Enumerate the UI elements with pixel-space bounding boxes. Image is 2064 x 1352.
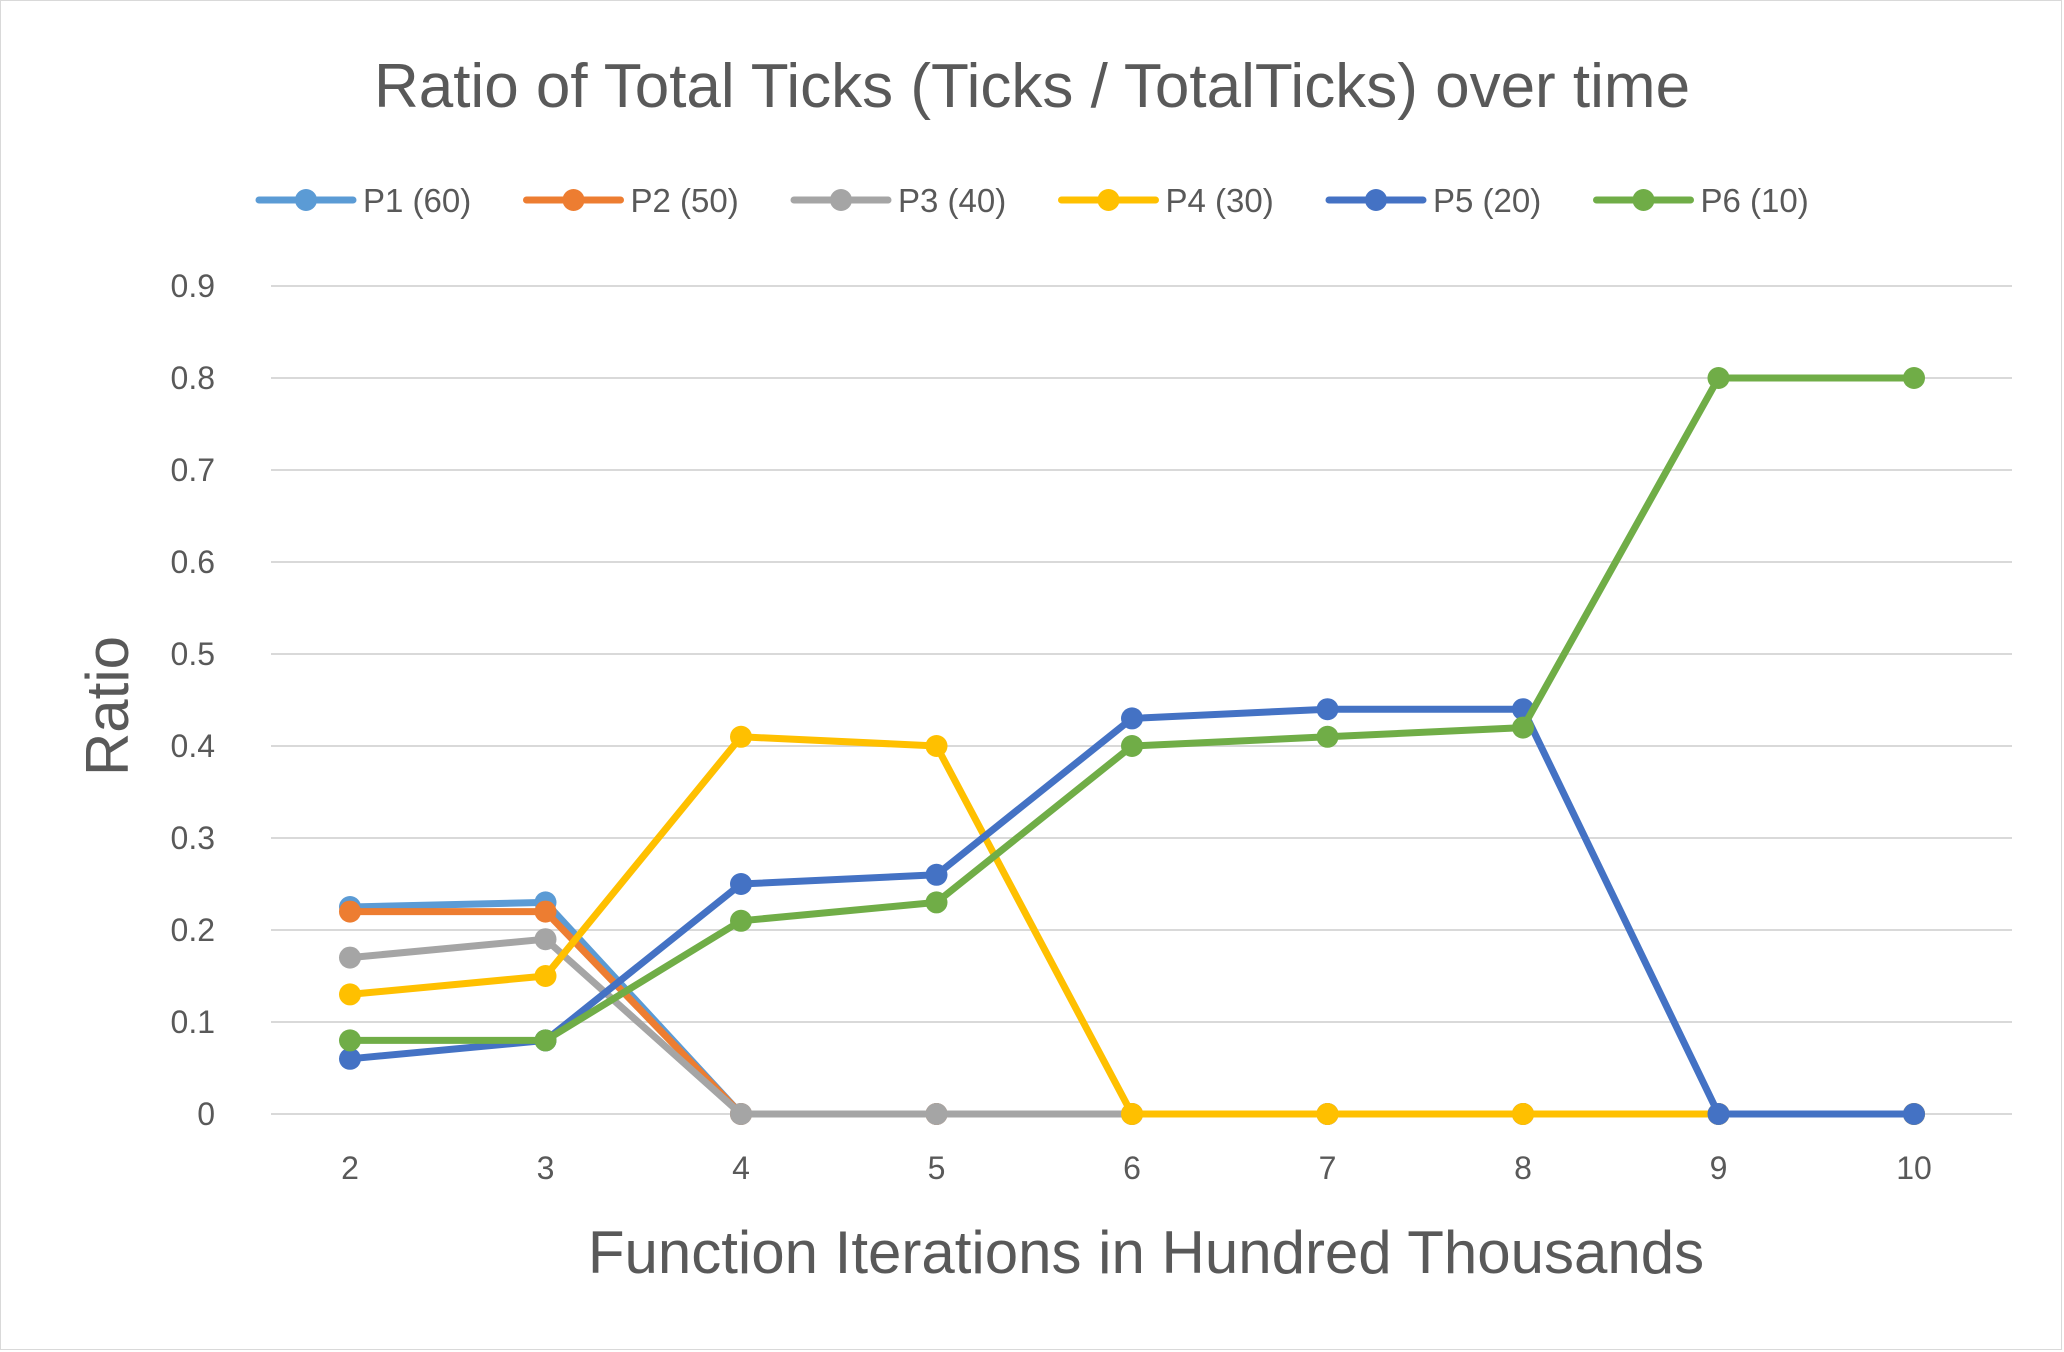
x-tick-label: 7 (1319, 1150, 1337, 1186)
series-p6 (339, 367, 1925, 1052)
data-point (1512, 716, 1534, 739)
x-tick-label: 10 (1896, 1150, 1932, 1186)
legend-swatch-marker (562, 189, 585, 211)
legend-swatch-marker (295, 189, 317, 211)
x-tick-label: 8 (1514, 1150, 1532, 1186)
y-tick-label: 0.6 (171, 544, 215, 580)
y-tick-label: 0.1 (171, 1004, 215, 1040)
series-p4 (339, 725, 1925, 1125)
x-axis-title: Function Iterations in Hundred Thousands (588, 1219, 1704, 1286)
x-axis-ticks: 2 3 4 5 6 7 8 9 10 (341, 1150, 1932, 1186)
data-point (1903, 1103, 1925, 1125)
series-line (346, 705, 1918, 1118)
x-tick-label: 5 (928, 1150, 946, 1186)
legend-swatch-marker (830, 189, 852, 211)
data-point (730, 909, 752, 932)
legend-swatch-marker (1632, 189, 1655, 211)
data-point (534, 1029, 557, 1052)
series-p5 (339, 698, 1925, 1125)
data-point (925, 891, 948, 914)
x-tick-label: 4 (732, 1150, 750, 1186)
y-tick-label: 0.7 (171, 452, 215, 488)
legend-label: P5 (20) (1433, 182, 1541, 219)
data-point (339, 983, 361, 1006)
data-point (339, 900, 361, 923)
data-point (1121, 707, 1143, 730)
legend-item: P6 (10) (1593, 182, 1809, 219)
legend-item: P2 (50) (523, 182, 739, 219)
legend-label: P3 (40) (898, 182, 1006, 219)
data-point (925, 735, 948, 757)
legend-item: P4 (30) (1058, 182, 1274, 219)
data-point (339, 1047, 361, 1070)
data-point (1512, 1103, 1534, 1125)
data-point (730, 725, 752, 748)
data-point (730, 873, 752, 895)
x-tick-label: 6 (1123, 1150, 1141, 1186)
y-tick-label: 0.3 (171, 820, 215, 856)
x-tick-label: 9 (1710, 1150, 1728, 1186)
y-tick-label: 0 (197, 1096, 215, 1132)
data-point (534, 965, 557, 987)
data-point (1121, 1103, 1143, 1125)
chart-title: Ratio of Total Ticks (Ticks / TotalTicks… (374, 52, 1690, 121)
y-tick-label: 0.5 (171, 636, 215, 672)
data-point (1316, 698, 1339, 721)
y-tick-label: 0.8 (171, 360, 215, 396)
legend-item: P3 (40) (790, 182, 1006, 219)
series-p1 (339, 891, 1925, 1125)
data-point (925, 1103, 948, 1125)
y-tick-label: 0.4 (171, 728, 215, 764)
y-axis-title: Ratio (74, 636, 141, 776)
legend-item: P1 (60) (255, 182, 471, 219)
x-tick-label: 3 (537, 1150, 555, 1186)
legend: P1 (60) P2 (50) P3 (40) P4 (30) P5 (20) P6 (1… (255, 182, 1809, 219)
y-tick-label: 0.9 (171, 268, 215, 304)
legend-label: P1 (60) (363, 182, 471, 219)
data-point (1903, 367, 1925, 389)
data-point (534, 900, 557, 923)
data-point (925, 863, 948, 886)
legend-swatch-marker (1365, 189, 1387, 211)
y-tick-label: 0.2 (171, 912, 215, 948)
legend-label: P4 (30) (1166, 182, 1274, 219)
data-point (1316, 1103, 1339, 1125)
legend-label: P2 (50) (631, 182, 739, 219)
series-p3 (339, 928, 1925, 1125)
data-point (339, 1029, 361, 1052)
series-group (339, 367, 1925, 1125)
y-axis-ticks: 0 0.1 0.2 0.3 0.4 0.5 0.6 0.7 0.8 0.9 (171, 268, 215, 1132)
data-point (1707, 367, 1730, 389)
data-point (1707, 1103, 1730, 1125)
data-point (534, 928, 557, 951)
data-point (339, 946, 361, 969)
x-tick-label: 2 (341, 1150, 359, 1186)
legend-item: P5 (20) (1325, 182, 1541, 219)
gridlines (271, 285, 2012, 1115)
data-point (730, 1103, 752, 1125)
data-point (1121, 735, 1143, 757)
series-line (346, 733, 1918, 1118)
legend-swatch-marker (1097, 189, 1120, 211)
legend-label: P6 (10) (1701, 182, 1809, 219)
data-point (1316, 725, 1339, 748)
